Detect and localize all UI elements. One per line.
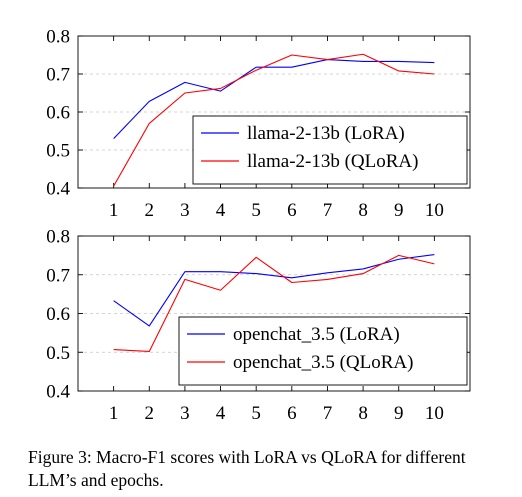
x-tick-label: 7 (323, 403, 333, 424)
y-tick-label: 0.4 (46, 382, 70, 403)
y-tick-label: 0.8 (46, 227, 70, 248)
legend-label: llama-2-13b (LoRA) (247, 123, 405, 144)
x-tick-label: 3 (180, 403, 190, 424)
y-tick-label: 0.7 (46, 65, 70, 86)
series-line-qlora (113, 254, 435, 353)
legend-label: llama-2-13b (QLoRA) (247, 151, 418, 172)
x-tick-label: 10 (425, 403, 444, 424)
legend-label: openchat_3.5 (QLoRA) (233, 352, 413, 373)
x-tick-label: 2 (145, 403, 155, 424)
chart-panel-2: 0.4 0.5 0.6 0.7 0.8 1 2 3 4 5 6 7 8 9 10 openchat_3.5 (… (46, 227, 471, 424)
x-tick-label: 6 (287, 403, 297, 424)
series-line-lora (113, 59, 435, 139)
figure-caption: Figure 3: Macro-F1 scores with LoRA vs Q… (28, 447, 466, 490)
series-line-lora (113, 254, 435, 327)
y-tick-label: 0.6 (46, 304, 70, 325)
x-tick-label: 3 (180, 200, 190, 221)
x-tick-label: 8 (358, 200, 368, 221)
x-tick-label: 9 (394, 403, 404, 424)
y-tick-label: 0.6 (46, 103, 70, 124)
legend-box (178, 316, 468, 386)
legend-label: openchat_3.5 (LoRA) (233, 324, 400, 345)
x-tick-label: 9 (394, 200, 404, 221)
legend: llama-2-13b (LoRA) llama-2-13b (QLoRA) (192, 115, 468, 185)
x-tick-label: 7 (323, 200, 333, 221)
y-tick-label: 0.7 (46, 265, 70, 286)
y-tick-label: 0.5 (46, 141, 70, 162)
y-tick-label: 0.5 (46, 343, 70, 364)
x-tick-label: 4 (216, 200, 226, 221)
x-tick-label: 6 (287, 200, 297, 221)
x-tick-label: 5 (251, 403, 261, 424)
chart-panel-1: 0.4 0.5 0.6 0.7 0.8 1 2 3 4 5 6 7 8 9 10 llama-2-13b (L… (46, 27, 471, 221)
x-tick-label: 5 (251, 200, 261, 221)
x-tick-label: 10 (425, 200, 444, 221)
y-tick-label: 0.8 (46, 27, 70, 48)
x-tick-label: 8 (358, 403, 368, 424)
series-line-qlora (113, 53, 435, 187)
chart-canvas: 0.4 0.5 0.6 0.7 0.8 1 2 3 4 5 6 7 8 9 10 llama-2-13b (L… (46, 27, 471, 424)
x-tick-label: 1 (109, 403, 119, 424)
x-tick-label: 2 (145, 200, 155, 221)
y-tick-label: 0.4 (46, 179, 70, 200)
x-tick-label: 1 (109, 200, 119, 221)
legend: openchat_3.5 (LoRA) openchat_3.5 (QLoRA) (178, 316, 468, 386)
legend-box (192, 115, 468, 185)
x-tick-label: 4 (216, 403, 226, 424)
